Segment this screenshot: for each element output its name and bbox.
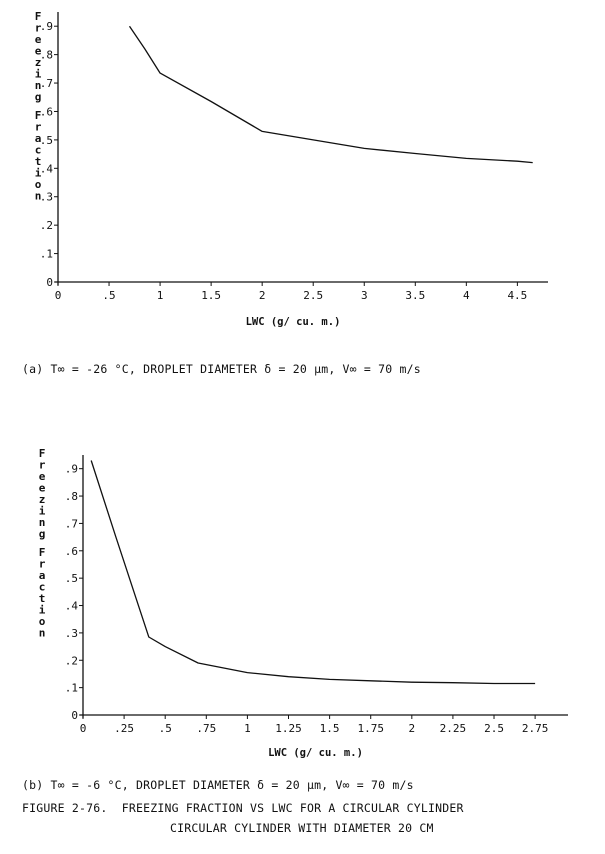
- y-tick-label: .8: [40, 49, 53, 62]
- x-tick-label: 2.5: [484, 722, 504, 735]
- series-line: [128, 25, 533, 164]
- y-tick-label: .9: [40, 20, 53, 33]
- x-tick-label: 3: [361, 289, 368, 302]
- x-tick-label: 2.75: [522, 722, 549, 735]
- y-tick-label: .2: [65, 654, 78, 667]
- x-tick-label: 3.5: [405, 289, 425, 302]
- y-tick-label: .7: [40, 77, 53, 90]
- y-tick-label: 0: [71, 709, 78, 722]
- figure-title: FIGURE 2-76. FREEZING FRACTION VS LWC FO…: [22, 801, 464, 815]
- x-tick-label: 0: [55, 289, 62, 302]
- x-tick-label: 2.5: [303, 289, 323, 302]
- x-tick-label: 2.25: [440, 722, 467, 735]
- y-tick-label: .2: [40, 219, 53, 232]
- y-tick-label: .5: [65, 572, 78, 585]
- y-tick-label: .7: [65, 517, 78, 530]
- x-tick-label: 4.5: [507, 289, 527, 302]
- x-tick-label: 1.5: [201, 289, 221, 302]
- y-tick-label: .4: [40, 162, 54, 175]
- x-tick-label: 1.25: [275, 722, 302, 735]
- chart-b: 0 .1 .2 .3 .4 .5 .6 .7 .8 .9 0 .25 .5 .75 1 1.25 1.5 1.75…: [39, 447, 568, 759]
- x-tick-label: 1.5: [320, 722, 340, 735]
- x-axis-label: LWC (g/ cu. m.): [246, 316, 341, 328]
- caption-b: (b) T∞ = -6 °C, DROPLET DIAMETER δ = 20 …: [22, 778, 414, 792]
- y-tick-label: .1: [40, 248, 53, 261]
- y-tick-label: .6: [40, 105, 53, 118]
- x-tick-label: .25: [114, 722, 134, 735]
- series-line: [90, 460, 536, 685]
- y-tick-label: 0: [46, 276, 53, 289]
- x-tick-label: .5: [102, 289, 115, 302]
- x-tick-label: .5: [159, 722, 172, 735]
- y-tick-label: .3: [40, 191, 53, 204]
- y-tick-label: .6: [65, 545, 78, 558]
- caption-a: (a) T∞ = -26 °C, DROPLET DIAMETER δ = 20…: [22, 362, 421, 376]
- x-axis-label: LWC (g/ cu. m.): [268, 747, 363, 759]
- y-tick-label: .8: [65, 490, 78, 503]
- x-tick-label: 1: [244, 722, 251, 735]
- y-tick-label: .9: [65, 463, 78, 476]
- y-tick-label: .4: [65, 600, 79, 613]
- x-tick-label: .75: [196, 722, 216, 735]
- x-tick-label: 1.75: [357, 722, 384, 735]
- figure-subtitle: CIRCULAR CYLINDER WITH DIAMETER 20 CM: [170, 821, 434, 835]
- x-tick-label: 1: [157, 289, 164, 302]
- y-tick-label: .1: [65, 682, 78, 695]
- chart-a: 0 .1 .2 .3 .4 .5 .6 .7 .8 .9 0 .5 1 1.5 2 2.5 3 3.5 4 4.5 LW…: [35, 10, 548, 328]
- x-tick-label: 4: [463, 289, 470, 302]
- x-tick-label: 2: [409, 722, 416, 735]
- y-tick-label: .3: [65, 627, 78, 640]
- y-tick-label: .5: [40, 134, 53, 147]
- x-tick-label: 0: [80, 722, 87, 735]
- x-tick-label: 2: [259, 289, 266, 302]
